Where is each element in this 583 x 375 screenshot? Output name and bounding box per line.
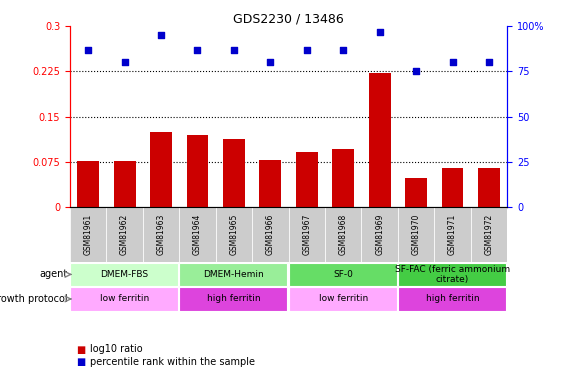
- Text: GSM81964: GSM81964: [193, 214, 202, 255]
- Bar: [150, 132, 172, 207]
- Bar: [70, 287, 178, 311]
- Text: GSM81972: GSM81972: [484, 214, 493, 255]
- Text: GSM81968: GSM81968: [339, 214, 347, 255]
- Bar: [77, 161, 99, 207]
- Text: high ferritin: high ferritin: [207, 294, 261, 303]
- Point: [120, 60, 129, 66]
- Text: SF-0: SF-0: [333, 270, 353, 279]
- Bar: [143, 207, 179, 262]
- Point: [83, 47, 93, 53]
- Text: GSM81966: GSM81966: [266, 214, 275, 255]
- Bar: [289, 207, 325, 262]
- Text: low ferritin: low ferritin: [100, 294, 149, 303]
- Text: GSM81962: GSM81962: [120, 214, 129, 255]
- Text: high ferritin: high ferritin: [426, 294, 479, 303]
- Bar: [106, 207, 143, 262]
- Point: [302, 47, 311, 53]
- Text: GSM81965: GSM81965: [230, 214, 238, 255]
- Point: [229, 47, 238, 53]
- Bar: [187, 135, 209, 207]
- Bar: [325, 207, 361, 262]
- Text: ■: ■: [76, 357, 85, 367]
- Title: GDS2230 / 13486: GDS2230 / 13486: [233, 12, 344, 25]
- Text: ■: ■: [76, 345, 85, 354]
- Text: GSM81969: GSM81969: [375, 214, 384, 255]
- Point: [339, 47, 348, 53]
- Bar: [114, 161, 135, 207]
- Bar: [361, 207, 398, 262]
- Bar: [259, 159, 282, 207]
- Bar: [179, 287, 287, 311]
- Bar: [405, 178, 427, 207]
- Bar: [478, 168, 500, 207]
- Point: [484, 60, 494, 66]
- Text: DMEM-Hemin: DMEM-Hemin: [203, 270, 264, 279]
- Bar: [179, 262, 287, 286]
- Bar: [179, 207, 216, 262]
- Bar: [441, 168, 463, 207]
- Point: [156, 32, 166, 38]
- Point: [448, 60, 457, 66]
- Bar: [216, 207, 252, 262]
- Text: growth protocol: growth protocol: [0, 294, 68, 304]
- Text: GSM81970: GSM81970: [412, 214, 420, 255]
- Point: [375, 28, 384, 34]
- Bar: [70, 262, 178, 286]
- Bar: [471, 207, 507, 262]
- Text: agent: agent: [40, 269, 68, 279]
- Text: GSM81967: GSM81967: [303, 214, 311, 255]
- Text: SF-FAC (ferric ammonium
citrate): SF-FAC (ferric ammonium citrate): [395, 265, 510, 284]
- Bar: [398, 287, 506, 311]
- Text: low ferritin: low ferritin: [319, 294, 368, 303]
- Bar: [398, 207, 434, 262]
- Text: log10 ratio: log10 ratio: [90, 345, 143, 354]
- Text: GSM81963: GSM81963: [157, 214, 166, 255]
- Bar: [332, 149, 354, 207]
- Bar: [296, 152, 318, 207]
- Point: [412, 69, 421, 75]
- Text: GSM81971: GSM81971: [448, 214, 457, 255]
- Bar: [252, 207, 289, 262]
- Bar: [368, 73, 391, 207]
- Bar: [434, 207, 470, 262]
- Point: [266, 60, 275, 66]
- Bar: [289, 287, 396, 311]
- Text: DMEM-FBS: DMEM-FBS: [100, 270, 149, 279]
- Point: [193, 47, 202, 53]
- Bar: [223, 139, 245, 207]
- Text: percentile rank within the sample: percentile rank within the sample: [90, 357, 255, 367]
- Bar: [70, 207, 106, 262]
- Bar: [398, 262, 506, 286]
- Text: GSM81961: GSM81961: [84, 214, 93, 255]
- Bar: [289, 262, 396, 286]
